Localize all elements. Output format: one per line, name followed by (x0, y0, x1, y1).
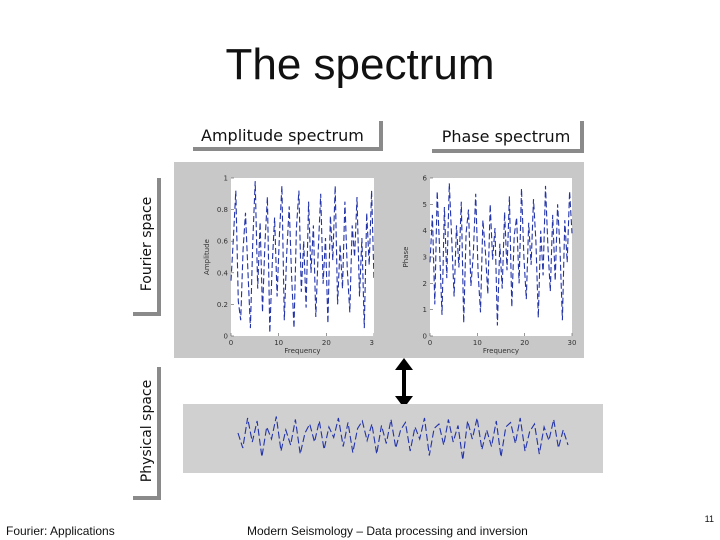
phase-y-tick-label: 0 (423, 333, 427, 341)
amplitude-y-tick-label: 0.6 (217, 238, 229, 246)
amplitude-y-tick-label: 0.4 (217, 269, 229, 277)
amplitude-y-tick-label: 0.8 (217, 206, 228, 214)
time-signal-line (237, 416, 569, 461)
page-number: 11 (704, 514, 714, 524)
phase-series-line (429, 183, 573, 326)
amplitude-x-tick-label: 30 (370, 339, 374, 347)
footer-center: Modern Seismology – Data processing and … (247, 524, 528, 538)
amplitude-chart: 00.20.40.60.810102030FrequencyAmplitude (203, 175, 374, 355)
phase-x-axis-label: Frequency (483, 347, 519, 355)
physical-signal-panel (183, 404, 603, 473)
amplitude-y-axis-label: Amplitude (203, 239, 211, 275)
amplitude-y-tick-label: 1 (224, 175, 228, 183)
fourier-plots-panel: 00.20.40.60.810102030FrequencyAmplitude … (174, 162, 584, 358)
phase-chart: 0 1 2 3 4 5 6 0 10 20 30 Frequency Phase (402, 175, 577, 356)
fourier-space-label: Fourier space (139, 196, 155, 292)
slide-title: The spectrum (225, 40, 495, 89)
phase-plot-area (430, 178, 572, 336)
amplitude-series-line (230, 181, 374, 333)
double-arrow-icon (395, 358, 413, 408)
phase-x-tick-label: 30 (568, 339, 577, 347)
phase-spectrum-label: Phase spectrum (432, 121, 584, 153)
phase-y-tick-label: 1 (423, 306, 427, 314)
amplitude-x-tick-label: 0 (229, 339, 233, 347)
phase-y-tick-label: 6 (423, 175, 428, 183)
amplitude-x-tick-label: 20 (322, 339, 331, 347)
amplitude-x-tick-label: 10 (274, 339, 283, 347)
phase-x-tick-label: 0 (428, 339, 432, 347)
phase-y-tick-label: 3 (423, 254, 427, 262)
amplitude-y-tick-label: 0.2 (217, 301, 228, 309)
time-signal-chart (237, 416, 569, 461)
footer-left: Fourier: Applications (6, 524, 115, 538)
amplitude-x-axis-label: Frequency (284, 347, 320, 355)
phase-y-axis-label: Phase (402, 247, 410, 268)
amplitude-spectrum-label: Amplitude spectrum (193, 121, 383, 151)
phase-y-tick-label: 4 (423, 227, 428, 235)
fourier-space-box: Fourier space (133, 178, 161, 316)
physical-space-label: Physical space (139, 379, 155, 483)
phase-x-tick-label: 10 (473, 339, 482, 347)
phase-y-tick-label: 2 (423, 280, 427, 288)
phase-x-tick-label: 20 (520, 339, 529, 347)
phase-y-tick-label: 5 (423, 201, 427, 209)
amplitude-y-tick-label: 0 (224, 333, 228, 341)
physical-space-box: Physical space (133, 367, 161, 500)
